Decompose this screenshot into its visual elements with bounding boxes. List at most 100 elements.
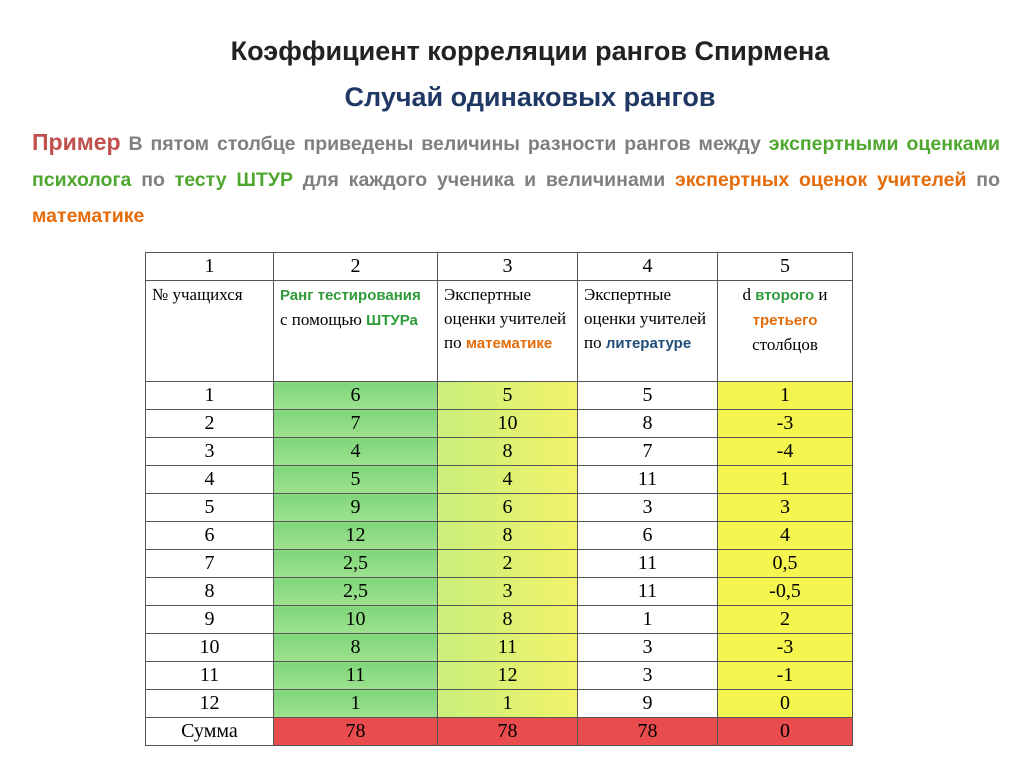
total-cell: 78 (273, 717, 438, 746)
cell: 1 (577, 605, 718, 634)
header-cell: № учащихся (145, 280, 274, 382)
cell: 8 (437, 605, 578, 634)
subtitle: Случай одинаковых рангов (344, 82, 716, 112)
header-text: Экспертные оценки учителей по (584, 285, 707, 352)
cell: -3 (717, 409, 853, 438)
cell: 1 (437, 689, 578, 718)
data-row: 12 1 1 9 0 (145, 689, 853, 718)
cell: -0,5 (717, 577, 853, 606)
data-row: 11 11 12 3 -1 (145, 661, 853, 690)
paragraph-segment: для каждого ученика и величинами (292, 169, 675, 191)
header-text: литературе (605, 335, 692, 352)
paragraph-segment: экспертными оценками психолога (32, 133, 1000, 191)
header-text: второго (755, 287, 815, 304)
cell: 12 (273, 521, 438, 550)
cell: 8 (577, 409, 718, 438)
cell: -4 (717, 437, 853, 466)
paragraph-segment: тесту ШТУР (174, 169, 293, 191)
total-cell: 78 (437, 717, 578, 746)
total-cell: Сумма (145, 717, 274, 746)
header-text: ШТУРа (366, 312, 418, 329)
cell: 12 (145, 689, 274, 718)
paragraph: Пример В пятом столбце приведены величин… (32, 124, 1000, 234)
cell: 9 (577, 689, 718, 718)
cell: 7 (273, 409, 438, 438)
cell: 2,5 (273, 549, 438, 578)
cell: 1 (717, 465, 853, 494)
cell: 7 (577, 437, 718, 466)
data-row: 6 12 8 6 4 (145, 521, 853, 550)
paragraph-segment: математике (32, 205, 145, 227)
cell: 8 (437, 437, 578, 466)
data-row: 7 2,5 2 11 0,5 (145, 549, 853, 578)
column-number: 5 (717, 252, 853, 281)
cell: 11 (577, 577, 718, 606)
header-row: № учащихся Ранг тестирования с помощью ШТ… (145, 280, 853, 382)
column-number: 3 (437, 252, 578, 281)
cell: 3 (437, 577, 578, 606)
cell: 0 (717, 689, 853, 718)
cell: 11 (273, 661, 438, 690)
cell: 3 (577, 633, 718, 662)
cell: 6 (577, 521, 718, 550)
title: Коэффициент корреляции рангов Спирмена (230, 36, 830, 66)
cell: 0,5 (717, 549, 853, 578)
cell: 11 (437, 633, 578, 662)
paragraph-segment: по (131, 169, 175, 191)
paragraph-segment: экспертных оценок учителей (675, 169, 967, 191)
data-row: 9 10 8 1 2 (145, 605, 853, 634)
total-cell: 0 (717, 717, 853, 746)
cell: 8 (145, 577, 274, 606)
header-text: Экспертные оценки учителей по (444, 285, 567, 352)
data-row: 8 2,5 3 11 -0,5 (145, 577, 853, 606)
header-text: № учащихся (152, 285, 243, 304)
cell: 1 (717, 381, 853, 410)
cell: 4 (145, 465, 274, 494)
total-cell: 78 (577, 717, 718, 746)
cell: 10 (273, 605, 438, 634)
cell: 11 (145, 661, 274, 690)
cell: 3 (577, 493, 718, 522)
cell: 2 (145, 409, 274, 438)
paragraph-segment: В пятом столбце приведены величины разно… (120, 133, 769, 155)
data-table: 1 2 3 4 5 № учащихся Ранг тестирования с помощ… (145, 252, 853, 746)
cell: 2 (437, 549, 578, 578)
header-text: d (742, 285, 756, 304)
cell: 1 (273, 689, 438, 718)
column-number: 4 (577, 252, 718, 281)
header-text: Ранг тестирования (280, 287, 421, 304)
header-text: математике (465, 335, 553, 352)
cell: 3 (145, 437, 274, 466)
paragraph-segment: Пример (32, 129, 121, 155)
cell: 8 (273, 633, 438, 662)
cell: 12 (437, 661, 578, 690)
cell: 9 (145, 605, 274, 634)
cell: 8 (437, 521, 578, 550)
header-cell: Ранг тестирования с помощью ШТУРа (273, 280, 438, 382)
cell: 2 (717, 605, 853, 634)
cell: 6 (273, 381, 438, 410)
header-text: третьего (752, 312, 818, 329)
cell: 4 (717, 521, 853, 550)
cell: 5 (145, 493, 274, 522)
cell: 10 (437, 409, 578, 438)
header-text: с помощью (280, 310, 367, 329)
data-row: 2 7 10 8 -3 (145, 409, 853, 438)
data-row: 10 8 11 3 -3 (145, 633, 853, 662)
cell: 6 (437, 493, 578, 522)
column-number: 1 (145, 252, 274, 281)
cell: 5 (273, 465, 438, 494)
cell: 5 (577, 381, 718, 410)
cell: -1 (717, 661, 853, 690)
cell: 5 (437, 381, 578, 410)
cell: 2,5 (273, 577, 438, 606)
cell: 3 (577, 661, 718, 690)
cell: 4 (437, 465, 578, 494)
data-row: 4 5 4 11 1 (145, 465, 853, 494)
paragraph-segment: по (966, 169, 1000, 191)
cell: 3 (717, 493, 853, 522)
header-text: и (814, 285, 828, 304)
